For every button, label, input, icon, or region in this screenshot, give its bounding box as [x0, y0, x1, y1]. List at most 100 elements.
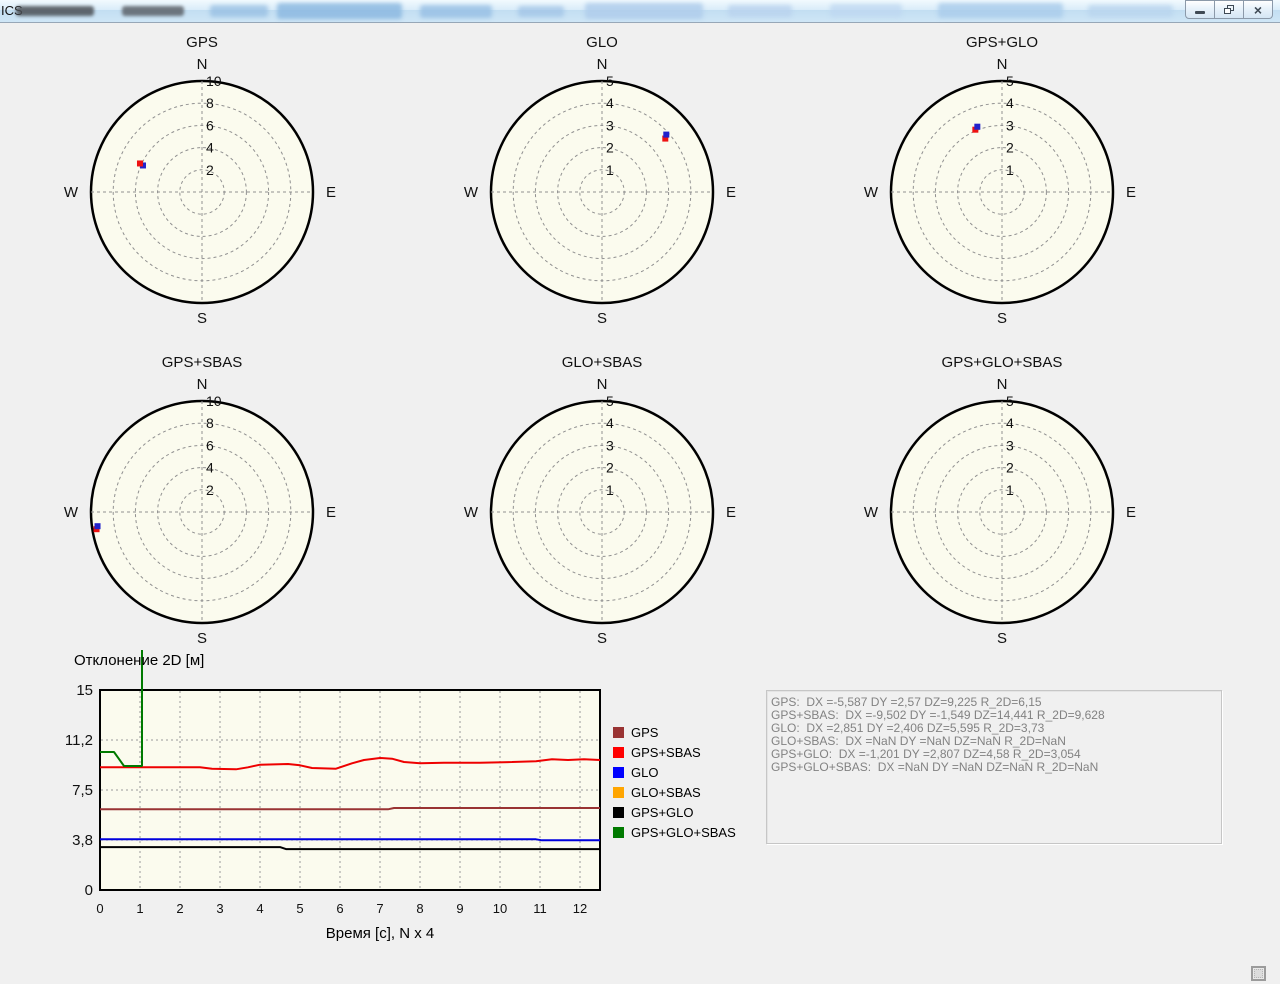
range-ring	[112, 102, 292, 282]
outer-circle	[889, 79, 1115, 305]
redacted-title-text	[585, 3, 703, 19]
legend-label: GLO+SBAS	[631, 784, 701, 800]
plot-title: GPS+GLO+SBAS	[942, 354, 1063, 371]
chart-legend: GPS GPS+SBAS GLO GLO+SBAS GPS+GLO GPS+GLO+SBA…	[613, 722, 736, 842]
compass-label-w: W	[464, 504, 479, 521]
compass-label-e: E	[326, 504, 336, 521]
legend-item: GPS+GLO	[613, 802, 736, 822]
series-line-gps-sbas	[100, 757, 601, 771]
position-marker-red	[136, 160, 143, 167]
x-tick-label: 9	[456, 901, 463, 916]
x-tick-label: 11	[533, 901, 547, 916]
legend-item: GPS+GLO+SBAS	[613, 822, 736, 842]
range-ring	[112, 422, 292, 602]
ring-label: 5	[1006, 73, 1014, 89]
x-tick-label: 1	[136, 901, 143, 916]
range-ring	[134, 444, 270, 580]
y-tick-label: 7,5	[72, 782, 93, 799]
window-controls: ×	[1185, 0, 1273, 19]
legend-item: GPS+SBAS	[613, 742, 736, 762]
range-ring	[179, 489, 225, 535]
series-line-gps	[100, 807, 600, 811]
position-marker-blue	[663, 131, 670, 138]
x-tick-label: 3	[216, 901, 223, 916]
deviation-chart: 15 11,2 7,5 3,8 0 0 1 2 3 4 5 6 7 8 9 10 11 12	[60, 640, 620, 960]
series-line-glo	[100, 838, 600, 842]
ring-label: 3	[606, 437, 614, 453]
legend-item: GPS	[613, 722, 736, 742]
redacted-title-text	[1088, 5, 1173, 17]
compass-label-s: S	[197, 630, 207, 647]
x-tick-label: 4	[256, 901, 263, 916]
legend-swatch-icon	[613, 786, 624, 798]
polar-plot-canvas: GPS+GLO 5 4 3 2 1 N S W E	[864, 34, 1136, 327]
x-tick-label: 10	[493, 901, 507, 916]
redacted-title-text	[728, 5, 792, 17]
minimize-button[interactable]	[1185, 0, 1215, 19]
compass-label-w: W	[64, 504, 79, 521]
legend-label: GPS	[631, 724, 659, 740]
ring-label: 2	[606, 140, 614, 156]
redacted-title-text	[420, 5, 492, 18]
redacted-title-text	[16, 6, 94, 16]
range-ring	[512, 102, 692, 282]
outer-circle	[489, 79, 715, 305]
position-marker-blue	[974, 123, 981, 130]
range-ring	[579, 169, 625, 215]
polar-plot-gps: GPS 10 8 6 4 2 N S W E	[42, 27, 362, 357]
polar-plot-gps-glo: GPS+GLO 5 4 3 2 1 N S W E	[842, 27, 1162, 357]
compass-label-n: N	[997, 56, 1008, 73]
close-button[interactable]: ×	[1243, 0, 1273, 19]
range-ring	[134, 124, 270, 260]
compass-label-n: N	[197, 56, 208, 73]
range-ring	[934, 444, 1070, 580]
compass-label-e: E	[1126, 504, 1136, 521]
resize-grip-icon	[1251, 966, 1266, 981]
restore-button[interactable]	[1214, 0, 1244, 19]
x-tick-label: 0	[96, 901, 103, 916]
stats-line: GPS+GLO+SBAS: DX =NaN DY =NaN DZ=NaN R_2…	[771, 760, 1099, 774]
stats-line: GLO+SBAS: DX =NaN DY =NaN DZ=NaN R_2D=Na…	[771, 734, 1066, 748]
y-tick-label: 15	[76, 682, 93, 699]
range-ring	[912, 102, 1092, 282]
ring-label: 8	[206, 415, 214, 431]
compass-label-s: S	[597, 310, 607, 327]
legend-swatch-icon	[613, 726, 624, 738]
ring-label: 2	[206, 482, 214, 498]
chart-title: Отклонение 2D [м]	[74, 652, 205, 669]
plot-title: GLO	[586, 34, 618, 51]
legend-swatch-icon	[613, 806, 624, 818]
polar-plot-gps-glo-sbas: GPS+GLO+SBAS 5 4 3 2 1 N S W E	[842, 347, 1162, 677]
ring-label: 5	[606, 73, 614, 89]
compass-label-e: E	[326, 184, 336, 201]
legend-swatch-icon	[613, 826, 624, 838]
outer-circle	[889, 399, 1115, 625]
polar-plot-glo: GLO 5 4 3 2 1 N S W E	[442, 27, 762, 357]
range-ring	[157, 467, 247, 557]
polar-plot-canvas: GPS+SBAS 10 8 6 4 2 N S W E	[64, 354, 336, 647]
stats-line: GPS+GLO: DX =-1,201 DY =2,807 DZ=4,58 R_…	[771, 747, 1081, 761]
compass-label-e: E	[726, 184, 736, 201]
y-tick-label: 11,2	[65, 732, 93, 749]
range-ring	[957, 147, 1047, 237]
legend-label: GLO	[631, 764, 659, 780]
range-ring	[912, 422, 1092, 602]
y-tick-label: 3,8	[72, 832, 93, 849]
ring-label: 2	[206, 162, 214, 178]
stats-panel: GPS: DX =-5,587 DY =2,57 DZ=9,225 R_2D=6…	[766, 690, 1222, 844]
compass-label-s: S	[197, 310, 207, 327]
ring-label: 4	[1006, 415, 1014, 431]
ring-label: 2	[1006, 140, 1014, 156]
x-tick-label: 12	[573, 901, 587, 916]
range-ring	[957, 467, 1047, 557]
compass-label-s: S	[597, 630, 607, 647]
ring-label: 6	[206, 117, 214, 133]
ring-label: 5	[1006, 393, 1014, 409]
compass-label-s: S	[997, 630, 1007, 647]
redacted-title-text	[277, 3, 402, 19]
legend-label: GPS+GLO	[631, 804, 694, 820]
redacted-title-text	[210, 5, 268, 17]
minimize-icon	[1195, 11, 1205, 14]
